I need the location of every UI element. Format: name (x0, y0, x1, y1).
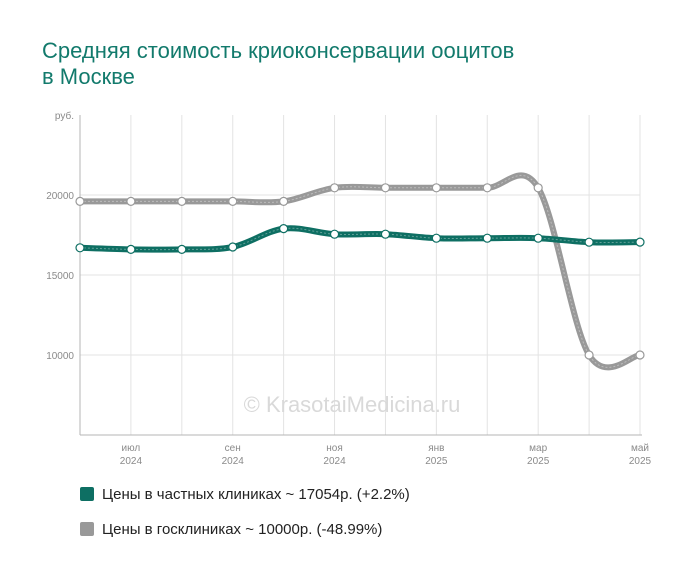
data-point (380, 183, 391, 193)
data-point (75, 196, 85, 206)
data-point (635, 350, 645, 360)
data-point (431, 233, 441, 243)
data-point (75, 243, 85, 253)
data-point (431, 183, 441, 193)
x-tick-label-year: 2025 (425, 456, 448, 467)
data-point (584, 350, 594, 360)
x-tick-label-month: мар (529, 443, 547, 454)
watermark: © KrasotaiMedicina.ru (244, 392, 461, 417)
data-point (482, 233, 492, 243)
chart-title-line-1: Средняя стоимость криоконсервации ооцито… (42, 38, 515, 63)
legend-label-private: Цены в частных клиниках ~ 17054р. (+2.2%… (102, 486, 410, 503)
chart-ticks: руб. 10000 15000 20000 июл 2024 сен 2024 ноя 2024… (46, 110, 651, 467)
x-tick-label-month: май (631, 443, 649, 454)
chart-series (75, 172, 645, 371)
data-point (228, 196, 238, 206)
y-tick-label: 15000 (46, 271, 74, 282)
x-tick-label-year: 2025 (527, 456, 550, 467)
data-point (228, 242, 238, 252)
data-point (279, 224, 289, 234)
x-tick-label-month: янв (428, 443, 444, 454)
data-point (584, 237, 594, 247)
legend-label-public: Цены в госклиниках ~ 10000р. (-48.99%) (102, 521, 383, 538)
data-point (482, 183, 492, 193)
x-tick-label-month: июл (122, 443, 141, 454)
x-tick-label-month: ноя (326, 443, 343, 454)
data-point (126, 244, 136, 254)
data-point (380, 229, 391, 239)
x-tick-label-year: 2024 (120, 456, 143, 467)
y-tick-label: 10000 (46, 351, 74, 362)
x-tick-label-year: 2025 (629, 456, 652, 467)
y-tick-label: 20000 (46, 191, 74, 202)
data-point (177, 196, 187, 206)
data-point (177, 244, 187, 254)
legend-item-private: Цены в частных клиниках ~ 17054р. (+2.2%… (80, 486, 410, 503)
data-point (533, 233, 543, 243)
data-point (329, 183, 340, 193)
data-point (533, 183, 543, 193)
legend-swatch-public (80, 522, 94, 536)
x-tick-label-year: 2024 (222, 456, 245, 467)
chart-grid (79, 115, 641, 435)
data-point (329, 229, 340, 239)
data-point (126, 196, 136, 206)
chart-axes (79, 115, 642, 436)
data-point (279, 196, 289, 206)
legend-swatch-private (80, 487, 94, 501)
series-line-0 (77, 172, 643, 371)
x-tick-label-year: 2024 (323, 456, 346, 467)
chart-title: Средняя стоимость криоконсервации ооцито… (42, 38, 642, 90)
chart-title-line-2: в Москве (42, 64, 135, 89)
data-point (635, 237, 645, 247)
x-tick-label-month: сен (225, 443, 241, 454)
y-axis-unit-label: руб. (55, 110, 74, 122)
legend-item-public: Цены в госклиниках ~ 10000р. (-48.99%) (80, 521, 382, 538)
